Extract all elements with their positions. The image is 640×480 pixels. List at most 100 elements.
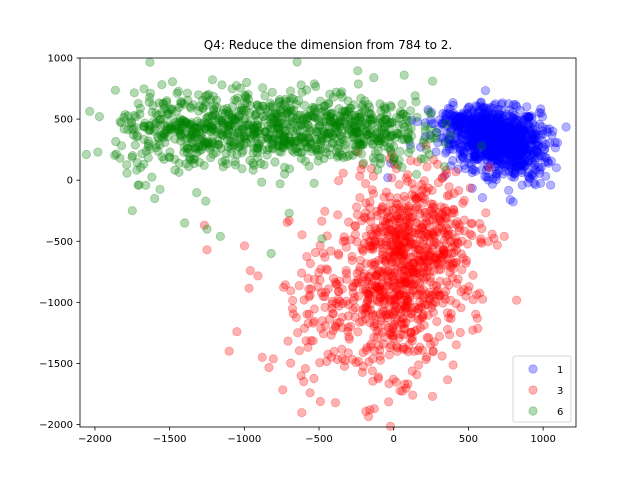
data-point bbox=[372, 210, 382, 221]
data-point bbox=[444, 182, 454, 192]
data-point bbox=[447, 272, 457, 283]
data-point bbox=[480, 108, 490, 119]
data-point bbox=[394, 180, 404, 190]
data-point bbox=[511, 134, 521, 144]
data-point bbox=[217, 157, 227, 167]
data-point bbox=[473, 119, 483, 129]
data-point bbox=[518, 128, 528, 138]
data-point bbox=[521, 142, 531, 152]
data-point bbox=[500, 111, 510, 122]
data-point bbox=[476, 123, 486, 133]
data-point bbox=[504, 105, 514, 115]
data-point bbox=[497, 98, 507, 108]
data-point bbox=[517, 139, 527, 149]
data-point bbox=[398, 344, 408, 354]
data-point bbox=[322, 265, 333, 275]
data-point bbox=[412, 112, 422, 122]
data-point bbox=[404, 128, 414, 138]
data-point bbox=[150, 193, 160, 204]
data-point bbox=[503, 99, 514, 109]
data-point bbox=[445, 144, 455, 154]
data-point bbox=[360, 303, 370, 313]
data-point bbox=[157, 107, 167, 118]
data-point bbox=[488, 149, 498, 159]
data-point bbox=[428, 307, 438, 318]
data-point bbox=[451, 340, 461, 350]
data-point bbox=[237, 105, 247, 115]
data-point bbox=[508, 100, 519, 110]
data-point bbox=[523, 112, 533, 122]
data-point bbox=[493, 104, 503, 114]
data-point bbox=[500, 151, 510, 161]
data-point bbox=[348, 282, 358, 292]
data-point bbox=[481, 147, 491, 157]
data-point bbox=[439, 118, 449, 128]
data-point bbox=[495, 123, 505, 134]
data-point bbox=[495, 129, 505, 140]
data-point bbox=[495, 148, 505, 158]
data-point bbox=[384, 283, 395, 294]
data-point bbox=[551, 163, 562, 173]
data-point bbox=[182, 88, 192, 98]
data-point bbox=[446, 130, 456, 140]
data-point bbox=[477, 129, 488, 139]
data-point bbox=[495, 158, 505, 168]
data-point bbox=[498, 113, 508, 124]
data-point bbox=[330, 321, 341, 331]
data-point bbox=[537, 122, 547, 132]
data-point bbox=[496, 120, 506, 130]
data-point bbox=[329, 114, 339, 124]
data-point bbox=[516, 147, 526, 157]
data-point bbox=[495, 115, 505, 125]
data-point bbox=[505, 140, 516, 150]
data-point bbox=[470, 150, 480, 160]
data-point bbox=[459, 121, 469, 131]
data-point bbox=[459, 112, 470, 122]
data-point bbox=[431, 238, 441, 248]
data-point bbox=[485, 136, 495, 146]
data-point bbox=[517, 180, 527, 190]
data-point bbox=[484, 141, 495, 151]
data-point bbox=[491, 171, 501, 181]
data-point bbox=[294, 280, 304, 291]
data-point bbox=[476, 111, 487, 122]
data-point bbox=[416, 154, 426, 164]
data-point bbox=[482, 117, 492, 127]
data-point bbox=[473, 154, 483, 164]
data-point bbox=[386, 102, 396, 112]
data-point bbox=[473, 126, 484, 136]
data-point bbox=[383, 230, 393, 240]
data-point bbox=[468, 142, 478, 152]
data-point bbox=[514, 122, 524, 132]
data-point bbox=[230, 157, 240, 167]
data-point bbox=[308, 111, 318, 121]
data-point bbox=[474, 124, 484, 134]
data-point bbox=[413, 360, 424, 370]
data-point bbox=[470, 166, 481, 176]
data-point bbox=[276, 147, 286, 157]
data-point bbox=[446, 135, 456, 145]
x-tick-label: 500 bbox=[459, 434, 478, 445]
data-point bbox=[515, 141, 526, 151]
data-point bbox=[515, 131, 526, 141]
data-point bbox=[473, 122, 483, 132]
data-point bbox=[500, 133, 510, 143]
x-tick-label: −500 bbox=[305, 434, 332, 445]
data-point bbox=[519, 142, 530, 152]
data-point bbox=[320, 206, 330, 216]
data-point bbox=[474, 148, 484, 158]
data-point bbox=[491, 148, 501, 158]
data-point bbox=[259, 160, 269, 170]
data-point bbox=[94, 112, 105, 122]
data-point bbox=[465, 140, 476, 150]
data-point bbox=[509, 151, 520, 161]
data-point bbox=[467, 138, 477, 148]
data-point bbox=[384, 379, 394, 389]
data-point bbox=[505, 111, 515, 121]
data-point bbox=[541, 139, 551, 149]
data-point bbox=[514, 142, 525, 152]
data-point bbox=[315, 396, 325, 407]
data-point bbox=[353, 327, 363, 337]
data-point bbox=[518, 132, 528, 142]
data-point bbox=[491, 150, 502, 161]
